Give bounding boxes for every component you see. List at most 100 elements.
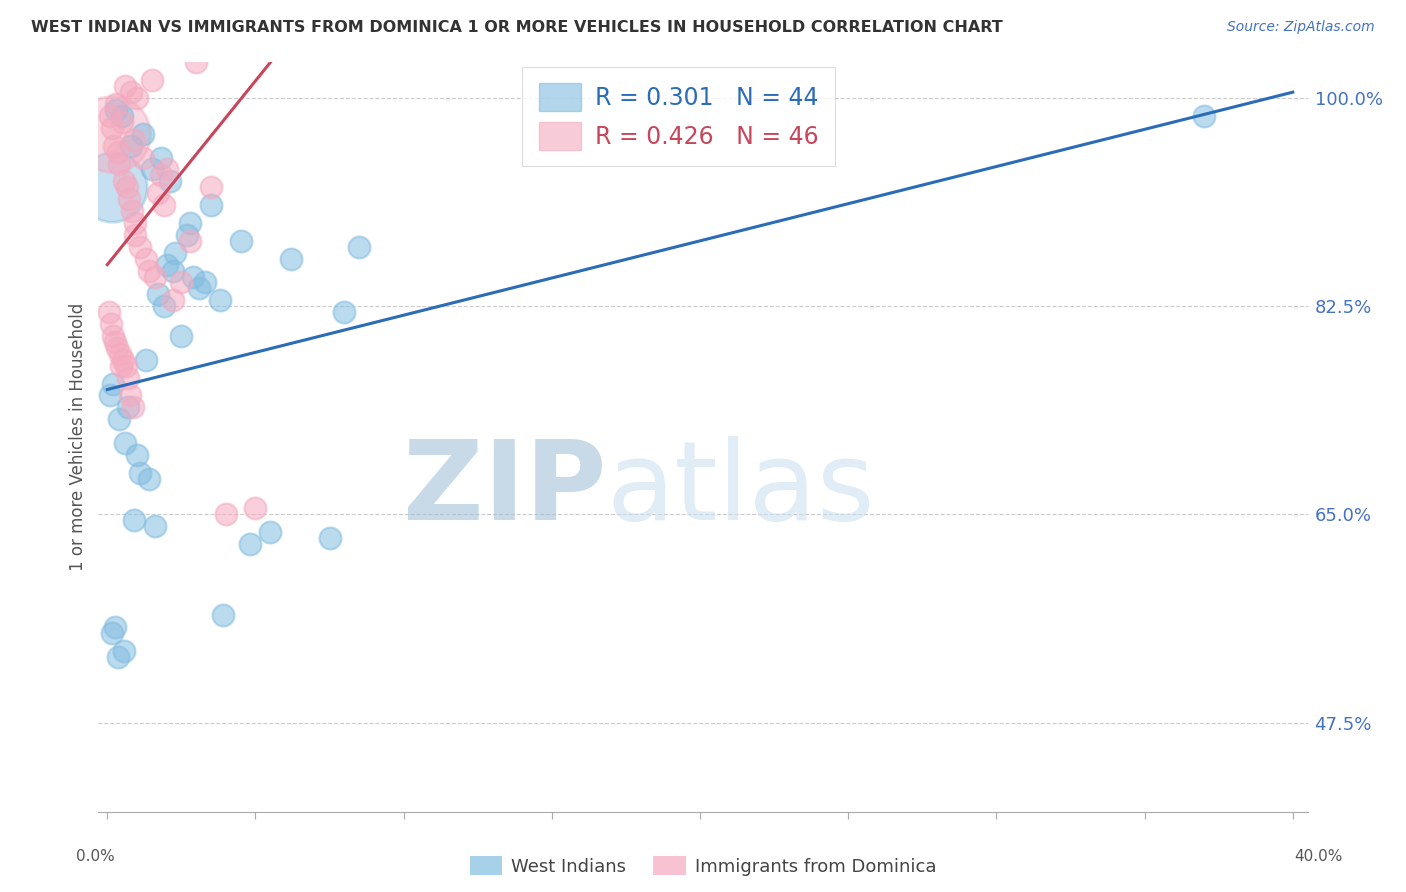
Point	[118, 388, 141, 402]
Point	[155, 258, 177, 272]
Point	[111, 115, 134, 129]
Point	[146, 186, 169, 201]
Point	[117, 370, 139, 384]
Point	[138, 472, 160, 486]
Point	[112, 644, 135, 658]
Point	[122, 133, 145, 147]
Point	[105, 97, 128, 112]
Point	[121, 204, 143, 219]
Point	[108, 412, 131, 426]
Point	[120, 138, 142, 153]
Point	[115, 180, 138, 194]
Point	[181, 269, 204, 284]
Point	[188, 281, 211, 295]
Point	[111, 109, 134, 123]
Point	[143, 519, 166, 533]
Point	[165, 245, 187, 260]
Point	[132, 127, 155, 141]
Point	[108, 156, 131, 170]
Point	[229, 234, 252, 248]
Point	[135, 252, 157, 266]
Point	[111, 352, 134, 367]
Point	[107, 145, 129, 159]
Point	[100, 317, 122, 331]
Point	[280, 252, 302, 266]
Point	[149, 151, 172, 165]
Point	[103, 329, 125, 343]
Point	[114, 359, 136, 373]
Point	[100, 120, 122, 135]
Point	[104, 620, 127, 634]
Point	[170, 276, 193, 290]
Point	[149, 169, 172, 183]
Point	[200, 180, 222, 194]
Point	[125, 448, 148, 462]
Point	[129, 240, 152, 254]
Point	[245, 501, 267, 516]
Point	[186, 55, 208, 70]
Point	[105, 341, 128, 355]
Point	[100, 626, 122, 640]
Point	[318, 531, 340, 545]
Point	[103, 376, 125, 391]
Point	[138, 263, 160, 277]
Y-axis label: 1 or more Vehicles in Household: 1 or more Vehicles in Household	[69, 303, 87, 571]
Point	[117, 401, 139, 415]
Point	[121, 401, 143, 415]
Point	[179, 216, 201, 230]
Text: ZIP: ZIP	[404, 436, 606, 543]
Point	[143, 269, 166, 284]
Point	[120, 85, 142, 99]
Point	[239, 537, 262, 551]
Point	[129, 466, 152, 480]
Point	[110, 359, 132, 373]
Point	[1192, 109, 1215, 123]
Point	[200, 198, 222, 212]
Point	[100, 180, 122, 194]
Point	[152, 299, 174, 313]
Point	[159, 174, 181, 188]
Point	[141, 73, 163, 87]
Point	[114, 79, 136, 94]
Point	[162, 263, 184, 277]
Point	[97, 305, 120, 319]
Point	[208, 293, 231, 308]
Point	[100, 127, 122, 141]
Text: 0.0%: 0.0%	[76, 849, 115, 864]
Point	[333, 305, 356, 319]
Point	[347, 240, 370, 254]
Point	[118, 192, 141, 206]
Point	[107, 650, 129, 665]
Point	[125, 91, 148, 105]
Text: atlas: atlas	[606, 436, 875, 543]
Point	[162, 293, 184, 308]
Point	[179, 234, 201, 248]
Point	[176, 227, 198, 242]
Point	[112, 174, 135, 188]
Legend: R = 0.301   N = 44, R = 0.426   N = 46: R = 0.301 N = 44, R = 0.426 N = 46	[522, 67, 835, 166]
Point	[141, 162, 163, 177]
Point	[114, 436, 136, 450]
Text: WEST INDIAN VS IMMIGRANTS FROM DOMINICA 1 OR MORE VEHICLES IN HOUSEHOLD CORRELAT: WEST INDIAN VS IMMIGRANTS FROM DOMINICA …	[31, 20, 1002, 35]
Point	[104, 334, 127, 349]
Point	[105, 103, 128, 117]
Point	[98, 388, 121, 402]
Point	[108, 347, 131, 361]
Text: 40.0%: 40.0%	[1295, 849, 1343, 864]
Point	[146, 287, 169, 301]
Point	[122, 513, 145, 527]
Point	[194, 276, 217, 290]
Point	[124, 216, 146, 230]
Point	[135, 352, 157, 367]
Point	[132, 151, 155, 165]
Point	[170, 329, 193, 343]
Point	[259, 525, 281, 540]
Point	[212, 608, 235, 623]
Point	[155, 162, 177, 177]
Legend: West Indians, Immigrants from Dominica: West Indians, Immigrants from Dominica	[463, 849, 943, 883]
Text: Source: ZipAtlas.com: Source: ZipAtlas.com	[1227, 20, 1375, 34]
Point	[103, 138, 125, 153]
Point	[98, 109, 121, 123]
Point	[215, 508, 238, 522]
Point	[152, 198, 174, 212]
